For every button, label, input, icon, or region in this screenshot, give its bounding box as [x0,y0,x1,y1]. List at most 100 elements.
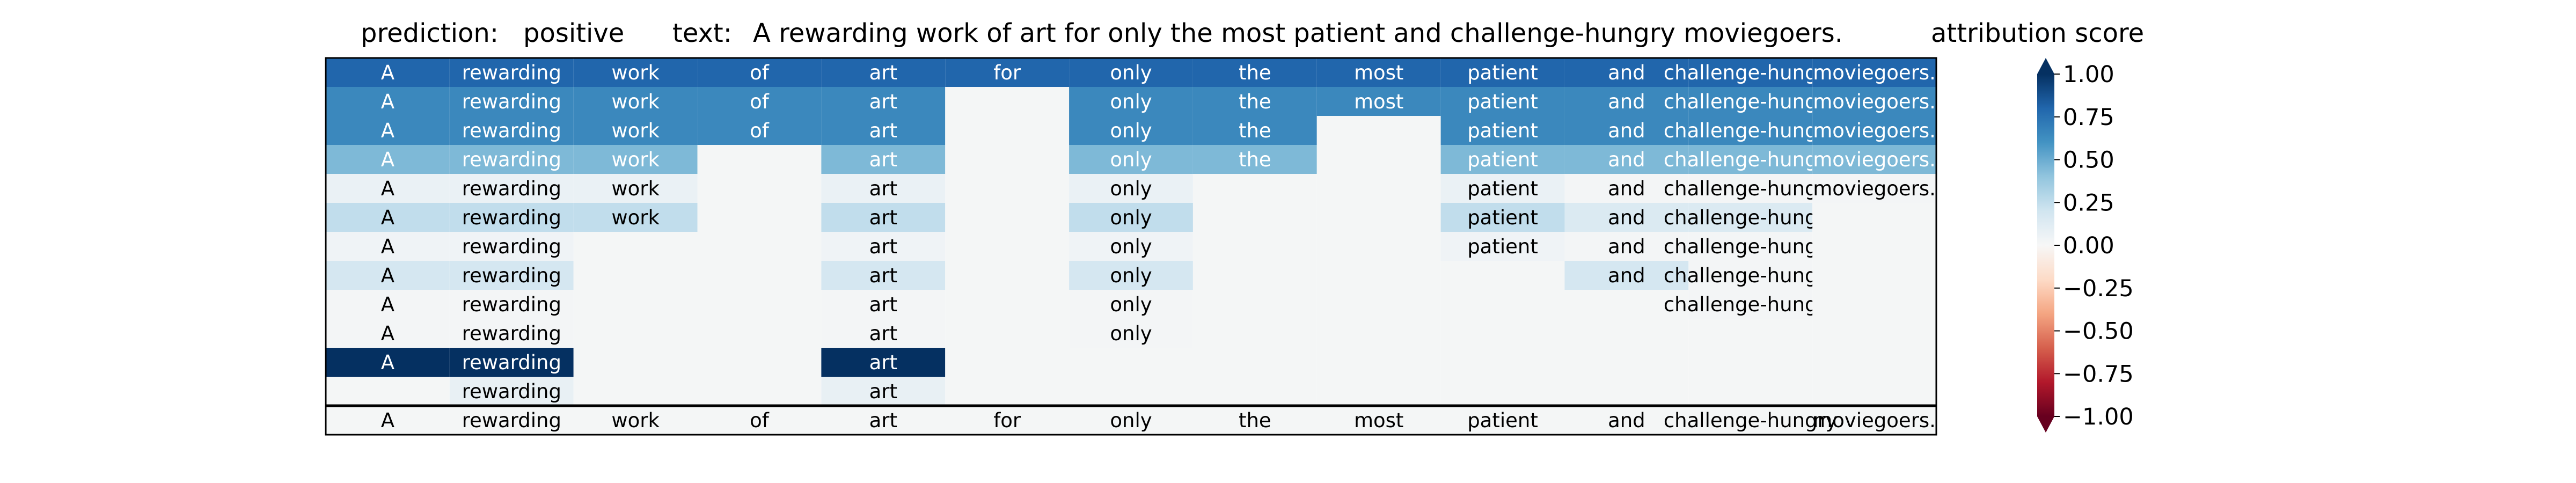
cell-token-label: rewarding [462,61,561,84]
cell-token-label: A [381,61,394,84]
cell-token-label: only [1110,119,1152,142]
cell-token-label: rewarding [462,351,561,374]
text-label: text: [672,18,732,48]
cell-token-label: only [1110,61,1152,84]
heatmap-cell [1812,319,1936,348]
cell-token-label: work [611,119,660,142]
heatmap-cell [1316,116,1441,145]
cell-token-label: of [750,119,770,142]
heatmap-cell [1812,87,1936,116]
heatmap-cell [821,87,946,116]
heatmap-cell [1812,174,1936,203]
cell-token-label: A [381,206,394,229]
heatmap-cell [945,232,1070,261]
heatmap-cell [1069,377,1193,406]
heatmap-frame [325,57,1937,436]
heatmap-cell [821,203,946,232]
heatmap-cell [449,290,574,319]
reference-token-label: patient [1467,409,1538,432]
heatmap-cell [326,145,450,174]
cell-token-label: A [381,177,394,200]
heatmap-cell [697,58,822,87]
heatmap-cell [326,174,450,203]
heatmap-cell [1192,203,1317,232]
cell-token-label: A [381,90,394,113]
colorbar-extend-min [2037,416,2054,433]
cell-token-label: rewarding [462,380,561,403]
cell-token-label: art [869,235,897,258]
heatmap-cell [945,116,1070,145]
cell-token-label: art [869,177,897,200]
cell-token-label: the [1239,148,1271,171]
heatmap-cell [1192,319,1317,348]
heatmap-cell [449,348,574,377]
heatmap-cell [697,116,822,145]
heatmap-cell [945,87,1070,116]
heatmap-cell [449,58,574,87]
reference-token-label: the [1239,409,1271,432]
reference-row [326,406,1936,435]
heatmap-cell [326,261,450,290]
heatmap-cell [1192,174,1317,203]
heatmap-cell [1688,174,1813,203]
cell-token-label: work [611,61,660,84]
heatmap-cell [1069,319,1193,348]
heatmap-cell [697,290,822,319]
cell-token-label: work [611,148,660,171]
heatmap-cell [945,290,1070,319]
cell-token-label: work [611,206,660,229]
cell-token-label: rewarding [462,177,561,200]
cell-token-label: only [1110,235,1152,258]
cell-token-label: art [869,380,897,403]
heatmap-cell [573,232,698,261]
heatmap-cell [1688,377,1813,406]
heatmap-cell [1069,290,1193,319]
heatmap-cell [449,174,574,203]
header: prediction: positive text: A rewarding w… [361,18,2144,48]
heatmap-cell [1192,58,1317,87]
cell-token-label: A [381,293,394,316]
reference-token-label: of [750,409,770,432]
heatmap-cell [697,232,822,261]
heatmap-cell [821,174,946,203]
heatmap-cell [1069,348,1193,377]
cell-token-label: rewarding [462,148,561,171]
cell-token-label: A [381,235,394,258]
cell-token-label: only [1110,148,1152,171]
heatmap-cell [945,174,1070,203]
heatmap-cell [945,261,1070,290]
heatmap-cell [697,174,822,203]
heatmap-cell [1564,174,1689,203]
heatmap-cell [1192,116,1317,145]
heatmap-cell [1688,261,1813,290]
heatmap-cell [1564,203,1689,232]
heatmap-cell [1069,174,1193,203]
heatmap-cell [1812,203,1936,232]
cell-token-label: rewarding [462,264,561,287]
cell-token-label: only [1110,177,1152,200]
heatmap-cell [449,87,574,116]
cell-token-label: A [381,351,394,374]
cell-token-label: A [381,148,394,171]
heatmap-cell [1812,290,1936,319]
heatmap-cell [1564,319,1689,348]
heatmap-cell [326,232,450,261]
heatmap-cell [573,87,698,116]
heatmap-cell [1440,203,1565,232]
cell-token-label: for [993,61,1021,84]
heatmap-cell [1069,58,1193,87]
cell-token-label: and [1608,119,1645,142]
heatmap-cell [945,58,1070,87]
cell-token-label: only [1110,322,1152,345]
heatmap-cell [1440,348,1565,377]
colorbar-tick-label: −1.00 [2063,404,2134,430]
heatmap-cell [1192,232,1317,261]
heatmap-cell [1564,58,1689,87]
heatmap-cell [1440,319,1565,348]
heatmap-cell [1069,145,1193,174]
cell-token-label: moviegoers. [1813,177,1936,200]
heatmap-cell [1192,348,1317,377]
cell-token-label: art [869,264,897,287]
cell-token-label: of [750,61,770,84]
cell-token-label: of [750,90,770,113]
